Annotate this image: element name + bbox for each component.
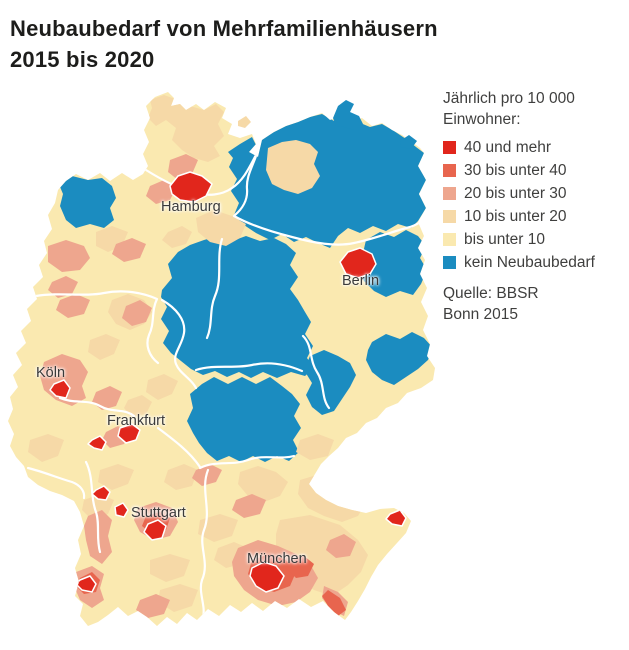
- region-brandenburg-ost: [358, 230, 427, 297]
- city-label-koeln: Köln: [36, 365, 66, 381]
- map-legend: Jährlich pro 10 000 Einwohner: 40 und me…: [443, 88, 627, 325]
- legend-item-20-bis-30: 20 bis unter 30: [443, 182, 627, 205]
- region-ostfriesland: [58, 176, 116, 228]
- city-label-frankfurt: Frankfurt: [107, 413, 166, 429]
- city-label-berlin: Berlin: [342, 273, 380, 289]
- legend-item-bis-unter-10: bis unter 10: [443, 228, 627, 251]
- city-region-heidelberg: [114, 502, 129, 518]
- islands: [238, 100, 417, 149]
- title-line-1: Neubaubedarf von Mehrfamilienhäusern: [10, 16, 438, 41]
- regions-kein-neubaubedarf: [58, 114, 433, 462]
- title-line-2: 2015 bis 2020: [10, 47, 155, 72]
- legend-label: 20 bis unter 30: [464, 184, 567, 202]
- city-label-stuttgart: Stuttgart: [131, 505, 186, 521]
- legend-swatch-red: [443, 141, 456, 154]
- legend-label: bis unter 10: [464, 230, 545, 248]
- region-thueringen: [187, 377, 301, 462]
- legend-item-kein-neubaubedarf: kein Neubaubedarf: [443, 251, 627, 274]
- legend-item-30-bis-40: 30 bis unter 40: [443, 159, 627, 182]
- city-label-hamburg: Hamburg: [161, 199, 221, 215]
- region-sachsen-ost: [366, 332, 433, 385]
- island-fehmarn: [238, 116, 251, 128]
- legend-swatch-coral: [443, 164, 456, 177]
- legend-label: 40 und mehr: [464, 138, 552, 156]
- legend-swatch-peach: [443, 210, 456, 223]
- region-sachsen-west: [304, 350, 356, 415]
- legend-label: 10 bis unter 20: [464, 207, 567, 225]
- page-title: Neubaubedarf von Mehrfamilienhäusern 201…: [10, 13, 438, 75]
- legend-swatch-pale-yellow: [443, 233, 456, 246]
- city-region-berlin: [339, 247, 377, 279]
- legend-item-10-bis-20: 10 bis unter 20: [443, 205, 627, 228]
- city-region-hamburg: [169, 171, 213, 203]
- island-ruegen: [333, 100, 363, 130]
- region-sachsen-anhalt: [161, 236, 314, 378]
- legend-label: 30 bis unter 40: [464, 161, 567, 179]
- legend-heading: Jährlich pro 10 000 Einwohner:: [443, 90, 575, 128]
- city-region-mainz: [87, 435, 107, 451]
- city-label-muenchen: München: [247, 551, 307, 567]
- city-region-muenchen: [249, 561, 285, 593]
- city-region-koeln: [49, 379, 71, 399]
- city-region-stuttgart: [143, 519, 167, 541]
- legend-swatch-salmon: [443, 187, 456, 200]
- state-borders: [26, 151, 426, 619]
- source-note: Quelle: BBSR Bonn 2015: [443, 285, 539, 323]
- legend-swatch-blue: [443, 256, 456, 269]
- island-usedom: [400, 135, 417, 149]
- regions-40-und-mehr: [49, 171, 407, 593]
- city-region-frankfurt: [117, 423, 141, 444]
- legend-item-40-und-mehr: 40 und mehr: [443, 136, 627, 159]
- legend-label: kein Neubaubedarf: [464, 253, 595, 271]
- city-region-mannheim: [91, 485, 111, 501]
